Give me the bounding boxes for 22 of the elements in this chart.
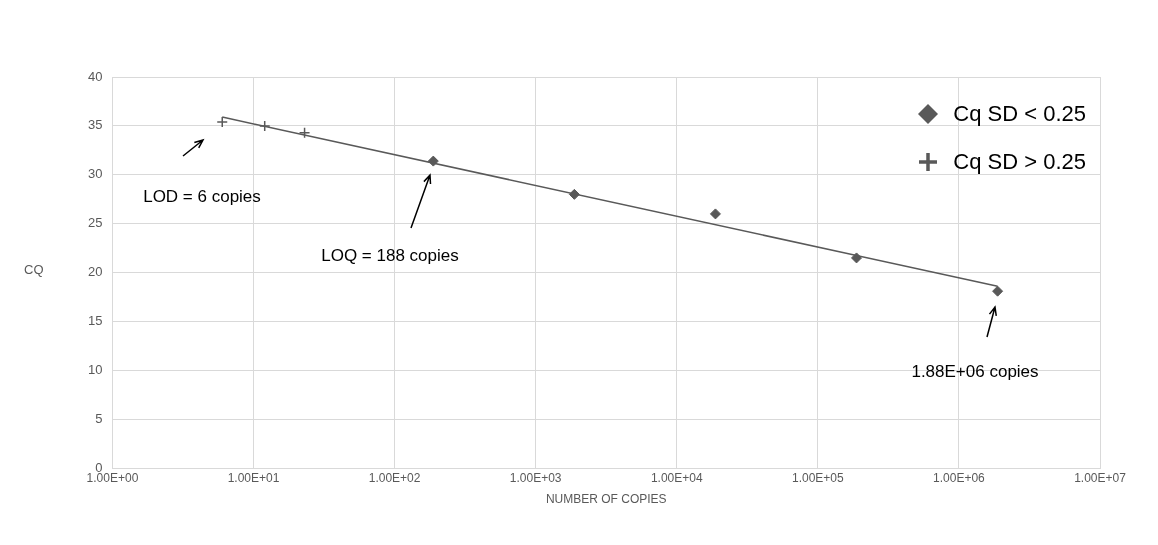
- y-tick-label: 30: [87, 166, 103, 182]
- x-axis-title: NUMBER OF COPIES: [545, 492, 667, 507]
- x-tick-label: 1.00E+07: [1074, 470, 1127, 485]
- legend-label: Cq SD > 0.25: [953, 149, 1086, 175]
- y-tick-label: 35: [87, 117, 103, 133]
- x-tick-label: 1.00E+01: [227, 470, 280, 485]
- y-tick-label: 40: [87, 68, 103, 84]
- y-tick-label: 25: [87, 215, 103, 231]
- x-tick-label: 1.00E+04: [650, 470, 703, 485]
- x-tick-label: 1.00E+06: [933, 470, 986, 485]
- y-tick-label: 15: [87, 313, 103, 329]
- annotation: LOD = 6 copies: [143, 186, 261, 206]
- x-tick-label: 1.00E+05: [791, 470, 845, 485]
- y-tick-label: 10: [87, 361, 103, 377]
- x-tick-label: 1.00E+02: [368, 470, 421, 485]
- y-axis-title: CQ: [24, 262, 44, 277]
- y-tick-label: 5: [95, 410, 103, 426]
- annotation: LOQ = 188 copies: [321, 245, 459, 265]
- y-tick-label: 20: [87, 264, 103, 280]
- legend-label: Cq SD < 0.25: [953, 101, 1086, 127]
- annotation: 1.88E+06 copies: [911, 361, 1039, 381]
- x-tick-label: 1.00E+03: [509, 470, 562, 485]
